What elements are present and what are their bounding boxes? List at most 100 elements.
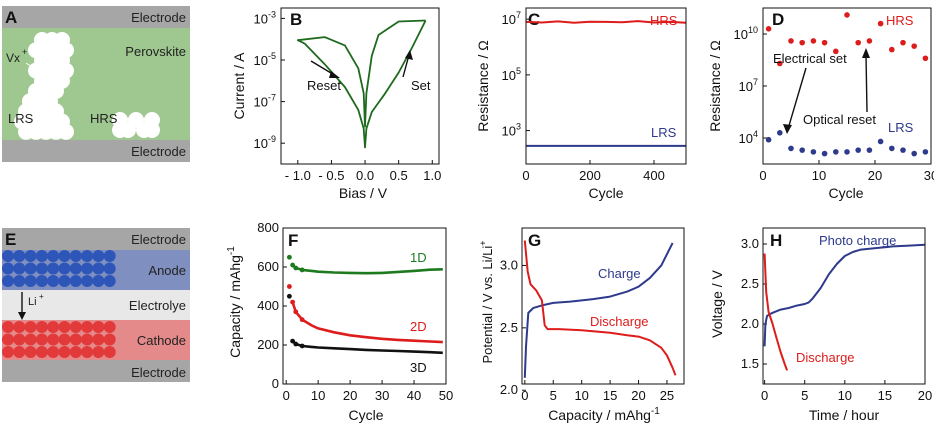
panel-f-point-3d [293, 341, 299, 347]
panel-d-point-hrs [788, 38, 794, 44]
panel-h-letter: H [770, 231, 782, 250]
panel-g-x-tick-label: 25 [660, 388, 674, 403]
panel-e-sphere-grid [2, 250, 116, 358]
panel-b: B Current / A Bias / V 10-310-510-710-9 … [231, 7, 441, 201]
panel-a-lrs-label: LRS [8, 111, 34, 126]
cathode-sphere [81, 333, 94, 346]
panel-d-point-lrs [922, 149, 929, 155]
panel-d-series [765, 12, 929, 157]
panel-f-point-3d [286, 293, 292, 299]
panel-d-set-arrow-head [783, 124, 792, 134]
panel-b-xlabel: Bias / V [339, 185, 388, 201]
panel-h-discharge-label: Discharge [796, 350, 855, 365]
panel-g-ylabel-superscript: + [478, 240, 488, 245]
cathode-sphere [24, 346, 37, 358]
panel-f-line-1d [291, 264, 443, 275]
cathode-sphere [81, 321, 94, 333]
panel-d-point-hrs [810, 38, 817, 44]
panel-e: Electrode Anode Electrolye Cathode Elect… [2, 228, 190, 382]
panel-h-line-photo-charge [763, 243, 926, 347]
panel-f-ylabel-text: Capacity / mAhg [227, 255, 243, 358]
panel-f-point-2d [299, 317, 305, 323]
cathode-sphere [58, 346, 71, 358]
cathode-sphere [103, 333, 116, 346]
panel-f-y-tick-label: 400 [257, 298, 279, 313]
panel-h-x-tick-label: 5 [801, 388, 808, 403]
panel-g-letter: G [528, 231, 541, 250]
panel-d-point-hrs [777, 60, 783, 67]
panel-a-letter: A [5, 8, 17, 27]
panel-d-hrs-label: HRS [886, 13, 914, 28]
panel-f-label-1d: 1D [410, 250, 427, 265]
panel-c-letter: C [528, 10, 540, 29]
panel-b-letter: B [290, 10, 302, 29]
panel-f-x-tick-label: 10 [311, 388, 325, 403]
cathode-sphere [92, 346, 105, 358]
cathode-sphere [2, 333, 14, 346]
panel-d-point-hrs [844, 12, 850, 18]
panel-b-line-hrs [303, 20, 427, 149]
panel-a-top-electrode [2, 6, 190, 28]
panel-g-discharge-label: Discharge [590, 314, 649, 329]
panel-c-lrs-label: LRS [651, 125, 677, 140]
anode-sphere [24, 275, 37, 287]
panel-c-y-tick-label: 107 [502, 10, 521, 27]
panel-d-point-lrs [765, 136, 772, 143]
panel-f-point-3d [299, 343, 305, 349]
panel-e-letter-box [2, 228, 22, 250]
panel-h-y-tick-label: 3.0 [741, 236, 759, 251]
panel-c-y-ticks: 103 105 107 [502, 10, 530, 139]
panel-c-x-tick-label: 0 [522, 168, 529, 183]
panel-d-point-hrs [911, 43, 917, 49]
panel-b-y-tick-label: 10-9 [254, 134, 276, 151]
anode-sphere [47, 262, 60, 275]
panel-d-xlabel: Cycle [828, 185, 863, 201]
panel-c-ylabel: Resistance / Ω [475, 40, 491, 131]
panel-b-ylabel: Current / A [231, 52, 247, 120]
panel-h-y-tick-label: 2.5 [741, 276, 759, 291]
panel-d-x-ticks: 0 10 20 30 [759, 160, 934, 183]
panel-h-y-tick-label: 2.0 [741, 316, 759, 331]
panel-d-ylabel: Resistance / Ω [707, 40, 723, 131]
anode-sphere [35, 275, 48, 287]
panel-h-y-tick-label: 1.5 [741, 356, 759, 371]
panel-d-x-tick-label: 30 [924, 168, 934, 183]
cathode-sphere [92, 321, 105, 333]
anode-sphere [81, 250, 94, 262]
panel-b-y-tick-label: 10-7 [254, 93, 276, 110]
anode-sphere [13, 262, 26, 275]
panel-g-line-charge [523, 242, 674, 378]
panel-f-x-tick-label: 30 [375, 388, 389, 403]
panel-f-x-tick-label: 20 [343, 388, 357, 403]
panel-d-point-lrs [799, 147, 805, 153]
panel-f-y-tick-label: 0 [272, 376, 279, 391]
panel-d-point-hrs [821, 39, 828, 46]
sphere [58, 123, 74, 140]
panel-g-frame [521, 227, 685, 385]
panel-f-y-tick-label: 800 [257, 220, 279, 235]
panel-f-label-3d: 3D [410, 360, 427, 375]
cathode-sphere [35, 321, 48, 333]
panel-f-frame [282, 227, 447, 385]
panel-c-x-ticks: 0 200 400 [522, 160, 665, 183]
panel-h: H Voltage / V Time / hour 1.5 2.0 2.5 3.0 0… [709, 227, 932, 423]
panel-g-ylabel-text: Potential / V vs. Li/Li [480, 246, 495, 364]
cathode-sphere [13, 333, 26, 346]
panel-g-y-ticks: 2.0 2.5 3.0 [500, 257, 526, 397]
panel-e-ion-arrow-head [18, 312, 26, 320]
panel-a-perovskite-label: Perovskite [125, 44, 186, 59]
panel-b-x-tick-label: 0.5 [390, 168, 408, 183]
panel-c-x-tick-label: 200 [579, 168, 601, 183]
panel-a-bottom-label: Electrode [131, 144, 186, 159]
panel-f-x-tick-label: 50 [439, 388, 453, 403]
anode-sphere [58, 262, 71, 275]
panel-h-x-tick-label: 0 [761, 388, 768, 403]
panel-b-x-tick-label: - 0.5 [318, 168, 344, 183]
panel-d-point-hrs [922, 55, 929, 62]
cathode-sphere [69, 333, 82, 346]
anode-sphere [69, 250, 82, 262]
panel-d-point-lrs [866, 147, 873, 153]
cathode-sphere [47, 333, 60, 346]
panel-f: F Capacity / mAhg-1 Cycle 0200400600800 … [226, 220, 453, 423]
